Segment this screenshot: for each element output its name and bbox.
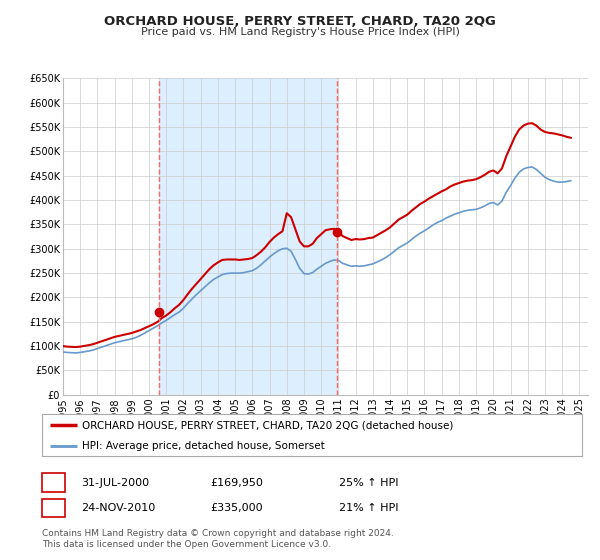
Text: 24-NOV-2010: 24-NOV-2010 xyxy=(81,503,155,513)
Text: 25% ↑ HPI: 25% ↑ HPI xyxy=(339,478,398,488)
Text: 31-JUL-2000: 31-JUL-2000 xyxy=(81,478,149,488)
Text: ORCHARD HOUSE, PERRY STREET, CHARD, TA20 2QG: ORCHARD HOUSE, PERRY STREET, CHARD, TA20… xyxy=(104,15,496,27)
Text: Contains HM Land Registry data © Crown copyright and database right 2024.
This d: Contains HM Land Registry data © Crown c… xyxy=(42,529,394,549)
Bar xyxy=(159,78,337,395)
Text: Price paid vs. HM Land Registry's House Price Index (HPI): Price paid vs. HM Land Registry's House … xyxy=(140,27,460,37)
Text: 21% ↑ HPI: 21% ↑ HPI xyxy=(339,503,398,513)
Text: 2: 2 xyxy=(50,503,57,513)
Text: ORCHARD HOUSE, PERRY STREET, CHARD, TA20 2QG (detached house): ORCHARD HOUSE, PERRY STREET, CHARD, TA20… xyxy=(83,421,454,430)
Text: 1: 1 xyxy=(50,478,57,488)
Text: £335,000: £335,000 xyxy=(210,503,263,513)
Text: HPI: Average price, detached house, Somerset: HPI: Average price, detached house, Some… xyxy=(83,441,325,451)
Text: £169,950: £169,950 xyxy=(210,478,263,488)
